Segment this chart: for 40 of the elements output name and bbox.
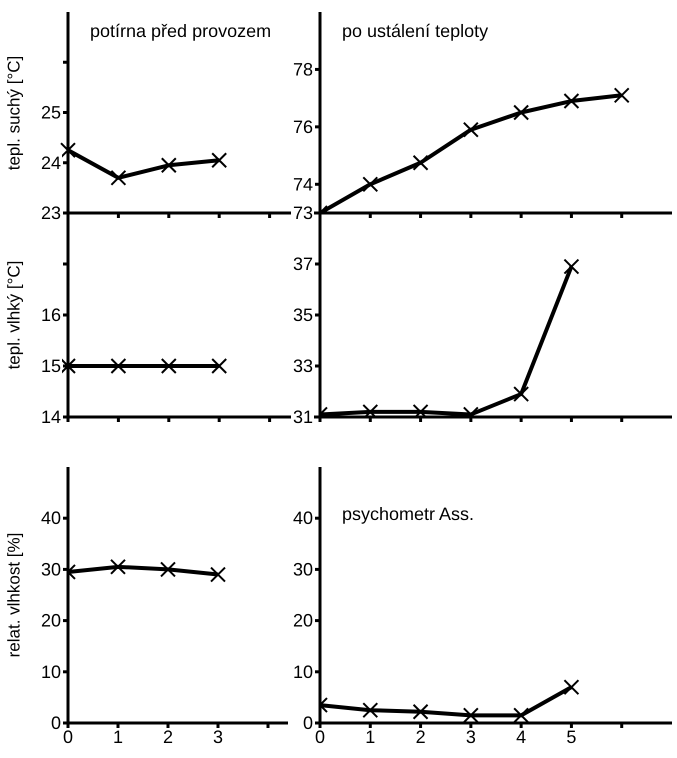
x-tick-label: 0 [314, 726, 326, 747]
x-tick-label: 4 [516, 726, 526, 747]
y-tick-label: 15 [40, 356, 61, 376]
y-tick-label: 0 [302, 713, 313, 733]
y-tick-label: 74 [292, 174, 313, 194]
y-tick-label: 10 [40, 662, 61, 682]
annotation: psychometr Ass. [342, 503, 476, 525]
y-tick-label: 24 [40, 152, 61, 173]
y-tick-label: 35 [292, 305, 313, 325]
y-tick-label: 73 [292, 203, 313, 223]
y-tick-label: 30 [40, 559, 61, 580]
y-tick-label: 20 [292, 610, 313, 631]
x-tick-label: 2 [162, 726, 174, 747]
y-axis-title: tepl. suchý [°C] [4, 55, 24, 170]
y-tick-label: 23 [40, 203, 61, 223]
x-tick-label: 1 [112, 726, 124, 747]
y-tick-label: 20 [40, 610, 61, 631]
y-tick-label: 14 [40, 407, 61, 427]
y-tick-label: 25 [40, 102, 61, 122]
y-tick-label: 37 [292, 254, 313, 274]
y-tick-label: 78 [292, 59, 313, 80]
y-tick-label: 76 [292, 116, 313, 137]
x-tick-label: 3 [466, 726, 476, 747]
annotation: po ustálení teploty [342, 20, 490, 42]
y-tick-label: 30 [292, 559, 313, 580]
y-tick-label: 0 [50, 713, 61, 733]
y-tick-label: 33 [292, 356, 313, 376]
y-tick-label: 10 [292, 662, 313, 682]
x-tick-label: 2 [416, 726, 426, 747]
x-tick-label: 1 [365, 726, 376, 747]
y-tick-label: 16 [40, 305, 61, 325]
y-tick-label: 40 [40, 508, 61, 528]
x-tick-label: 3 [212, 726, 224, 747]
x-tick-label: 5 [566, 726, 576, 747]
y-axis-title: relat. vlhkost [%] [4, 532, 24, 658]
y-axis-title: tepl. vlhký [°C] [4, 260, 24, 370]
annotation: potírna před provozem [90, 20, 272, 42]
y-tick-label: 31 [292, 407, 313, 427]
x-tick-label: 0 [62, 726, 74, 747]
y-tick-label: 40 [292, 508, 313, 528]
